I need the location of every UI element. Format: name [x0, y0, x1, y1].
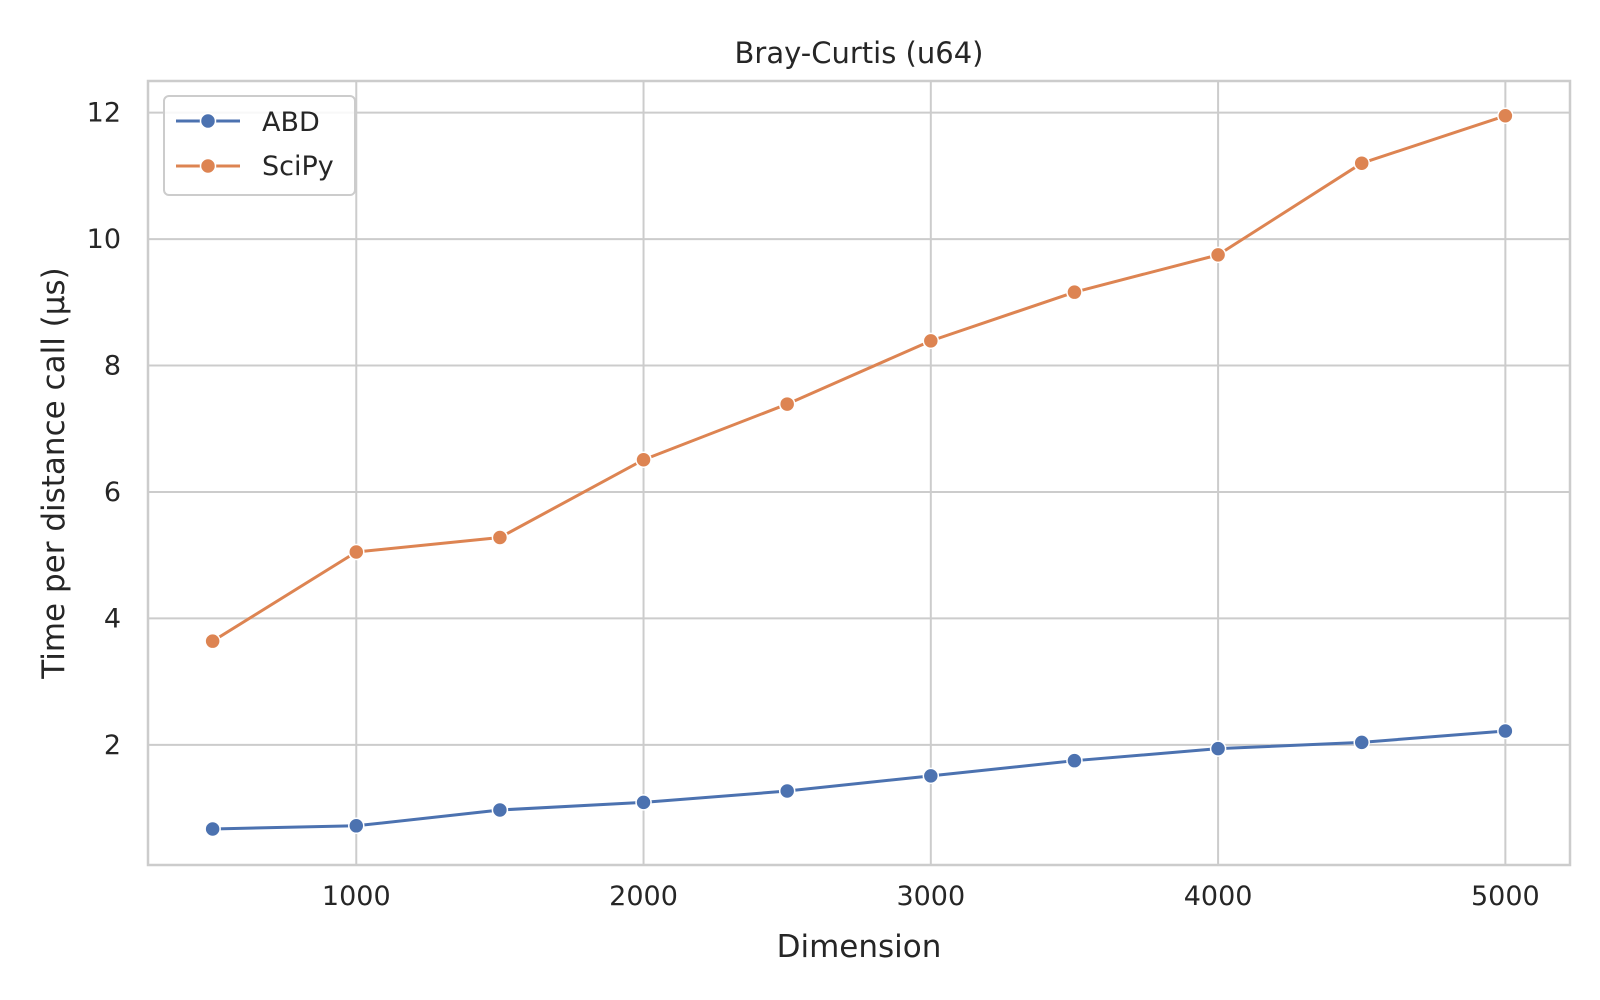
data-point-abd — [1353, 734, 1370, 751]
legend-marker-scipy — [199, 157, 217, 175]
series-line-abd — [212, 729, 1506, 831]
chart-title: Bray-Curtis (u64) — [735, 36, 984, 70]
legend-label-abd: ABD — [262, 107, 320, 138]
data-point-scipy — [348, 543, 365, 561]
y-tick-label: 10 — [87, 224, 121, 255]
data-point-scipy — [204, 632, 221, 650]
y-tick-label: 4 — [104, 603, 121, 634]
data-point-abd — [348, 817, 365, 835]
plot-frame — [146, 79, 1572, 867]
legend-label-scipy: SciPy — [262, 151, 334, 182]
data-point-abd — [1209, 740, 1227, 757]
series-line-scipy — [211, 114, 1506, 643]
y-tick-label: 8 — [104, 351, 121, 382]
y-tick-label: 12 — [87, 98, 121, 129]
x-tick-label: 1000 — [322, 881, 391, 912]
x-tick-label: 5000 — [1471, 881, 1540, 912]
data-point-scipy — [1353, 154, 1370, 172]
x-tick-label: 3000 — [896, 881, 965, 912]
series-abd — [204, 722, 1514, 838]
y-tick-label: 6 — [104, 477, 121, 508]
data-point-scipy — [1497, 107, 1514, 125]
y-tick-label: 2 — [104, 730, 121, 761]
grid-lines — [148, 81, 1570, 865]
legend-marker-abd — [199, 112, 217, 130]
data-point-abd — [1497, 722, 1514, 740]
x-axis-label: Dimension — [777, 929, 942, 965]
data-point-abd — [778, 782, 796, 800]
legend-item-scipy: SciPy — [176, 151, 334, 182]
data-point-abd — [491, 801, 509, 819]
data-point-scipy — [1066, 283, 1083, 301]
x-tick-label: 2000 — [609, 881, 678, 912]
data-point-abd — [635, 794, 652, 811]
y-axis-label: Time per distance call (µs) — [36, 267, 72, 679]
tick-labels: 1000 2000 3000 4000 5000 2 4 6 8 10 12 — [87, 98, 1540, 912]
data-point-scipy — [922, 332, 940, 350]
data-point-scipy — [1209, 246, 1227, 264]
x-tick-label: 4000 — [1184, 881, 1253, 912]
legend-item-abd: ABD — [176, 107, 320, 138]
data-point-abd — [204, 820, 221, 838]
data-point-scipy — [491, 529, 509, 546]
data-point-scipy — [778, 395, 796, 413]
legend: ABD SciPy — [163, 95, 356, 196]
series-scipy — [204, 107, 1514, 650]
series-layer — [204, 107, 1514, 838]
data-point-abd — [922, 767, 940, 785]
data-point-abd — [1066, 752, 1083, 769]
data-point-scipy — [635, 451, 652, 468]
